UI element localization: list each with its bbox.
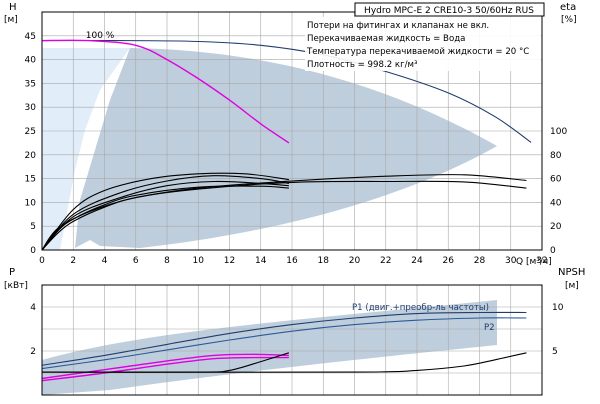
bottom-grid: [41, 285, 543, 395]
y-left-tick-label: 25: [25, 127, 36, 137]
bottom-series-line-5: [41, 352, 527, 373]
top-series-line-6: [41, 180, 527, 251]
bottom-series-line-1: [41, 317, 527, 370]
legend-p2: P2: [484, 323, 495, 333]
y-right-axis-unit: [%]: [561, 15, 577, 25]
bottom-y-left-tick-label: 4: [30, 303, 36, 313]
x-tick-labels: 0 2 4 6 8 10 12 14 16 18 20 22 24 26 28 30 32: [39, 256, 548, 266]
power-axis-unit: [кВт]: [4, 281, 28, 291]
y-left-tick-label: 40: [25, 56, 37, 66]
x-tick-label: 18: [318, 256, 330, 266]
x-tick-label: 12: [224, 256, 235, 266]
info-block: Потери на фитингах и клапанах не вкл. Пе…: [305, 17, 541, 71]
x-tick-label: 6: [133, 256, 139, 266]
bottom-y-left-tick-label: 2: [30, 347, 36, 357]
y-left-tick-label: 15: [25, 175, 36, 185]
operating-range-shading: [42, 48, 497, 250]
shading-dark: [75, 48, 497, 248]
npsh-axis-label: NPSH: [558, 267, 585, 278]
head-efficiency-plot: 0 2 4 6 8 10 12 14 16 18 20 22 24 26 28 30 32 0510152025…: [4, 2, 577, 267]
y-left-tick-label: 20: [25, 151, 37, 161]
npsh-axis-unit: [м]: [565, 281, 579, 291]
y-right-tick-label: 80: [550, 151, 562, 161]
top-series-line-2: [41, 174, 527, 251]
x-tick-label: 26: [443, 256, 455, 266]
x-tick-label: 10: [193, 256, 205, 266]
x-tick-label: 4: [102, 256, 108, 266]
x-tick-label: 22: [380, 256, 391, 266]
y-left-tick-label: 35: [25, 79, 36, 89]
power-range-shading: [42, 300, 497, 395]
speed-annotation: 100 %: [86, 31, 115, 41]
x-tick-label: 14: [255, 256, 267, 266]
bottom-series-line-3: [41, 356, 289, 382]
chart-title: Hydro MPC-E 2 CRE10-3 50/60Hz RUS: [364, 6, 534, 16]
power-axis-label: P: [9, 267, 15, 278]
title-box: [354, 2, 545, 17]
y-left-axis-label: H: [9, 2, 17, 13]
bottom-series-line-2: [41, 353, 289, 380]
info-line-3: Температура перекачиваемой жидкости = 20…: [306, 47, 529, 57]
top-series-line-7: [41, 172, 289, 251]
y-right-tick-label: 0: [550, 246, 556, 256]
y-right-tick-label: 20: [550, 222, 562, 232]
y-left-axis-unit: [м]: [4, 15, 18, 25]
x-axis-label: Q [м³/ч]: [516, 257, 552, 267]
bottom-series-lines: [41, 311, 527, 382]
top-series-line-1: [41, 39, 290, 144]
legend-p1: P1 (двиг.+преобр-ль частоты): [352, 303, 489, 313]
y-right-tick-label: 100: [550, 127, 567, 137]
y-right-axis-label: eta: [560, 2, 576, 13]
power-shading: [42, 300, 497, 395]
info-line-4: Плотность = 998.2 кг/м³: [307, 60, 418, 70]
info-line-2: Перекачиваемая жидкость = Вода: [307, 34, 465, 44]
top-series-line-5: [41, 175, 289, 251]
x-tick-label: 16: [286, 256, 298, 266]
top-plot-frame: [41, 11, 543, 251]
y-left-tick-label: 0: [30, 246, 36, 256]
x-tick-label: 8: [164, 256, 170, 266]
y-left-tick-label: 30: [25, 103, 37, 113]
x-tick-label: 0: [39, 256, 45, 266]
bottom-y-right-tick-label: 5: [552, 347, 558, 357]
y-left-tick-label: 5: [30, 222, 36, 232]
y-right-tick-label: 60: [550, 175, 562, 185]
y-right-tick-labels: 0 20 40 60 80 100: [550, 127, 567, 256]
x-tick-label: 28: [474, 256, 486, 266]
bottom-series-line-0: [41, 311, 527, 366]
y-left-tick-label: 10: [25, 198, 37, 208]
y-left-tick-labels: 0 5 10 15 20 25 30 35 40 45: [25, 32, 37, 256]
bottom-y-right-tick-labels: 5 10: [552, 303, 564, 357]
x-tick-label: 30: [505, 256, 517, 266]
y-right-tick-label: 40: [550, 198, 562, 208]
x-tick-label: 32: [536, 256, 547, 266]
x-tick-label: 2: [70, 256, 76, 266]
x-tick-label: 24: [411, 256, 423, 266]
power-npsh-plot: 24 510 P [кВт] NPSH [м] P1 (двиг.+преобр…: [4, 267, 585, 396]
info-line-1: Потери на фитингах и клапанах не вкл.: [307, 21, 489, 31]
top-series-line-4: [41, 180, 289, 251]
bottom-plot-frame: [41, 284, 543, 396]
shading-light: [42, 48, 130, 250]
bottom-y-left-tick-labels: 24: [30, 303, 36, 357]
y-left-tick-label: 45: [25, 32, 36, 42]
bottom-y-right-tick-label: 10: [552, 303, 564, 313]
x-tick-label: 20: [349, 256, 361, 266]
